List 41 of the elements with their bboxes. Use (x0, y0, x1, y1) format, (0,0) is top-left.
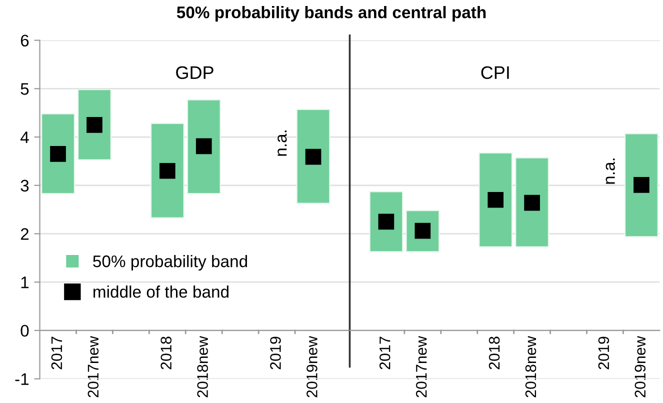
bar (150, 122, 184, 218)
x-tick-label: 2017new (416, 336, 427, 398)
y-tick-label: 6 (20, 34, 29, 47)
x-tick-label: 2017new (88, 336, 99, 398)
text: CPI (481, 66, 509, 79)
x-tick-label: 2017 (379, 336, 390, 370)
x-tick-label: 2018new (197, 336, 208, 398)
x-tick-label: 2019new (306, 336, 318, 398)
bar (296, 108, 330, 204)
point (305, 148, 322, 165)
legend-label: 50% probability band (93, 254, 247, 271)
y-tick-label: 1 (21, 276, 29, 288)
bar (478, 152, 513, 248)
y-tick-label: -1 (15, 373, 29, 385)
chart-title: 50% probability bands and central path (176, 6, 486, 22)
point (524, 194, 540, 211)
bar (186, 99, 221, 194)
y-tick-label: 0 (20, 324, 29, 337)
x-tick-label: 2017 (51, 336, 62, 370)
point (86, 117, 102, 133)
x-tick-label: 2019 (270, 336, 281, 370)
point (50, 146, 66, 162)
x-tick-label: 2018 (488, 336, 500, 370)
y-tick-label: 4 (20, 132, 29, 144)
x-tick-label: 2018 (160, 336, 172, 370)
y-tick-label: 2 (20, 228, 29, 240)
point (159, 162, 176, 179)
bar (624, 133, 658, 238)
annotation: n.a. (278, 130, 287, 156)
point (634, 176, 650, 193)
text: GDP (176, 66, 214, 79)
x-tick-label: 2018new (525, 336, 536, 398)
x-tick-label: 2019 (598, 336, 610, 370)
bar (515, 157, 550, 248)
point (488, 192, 504, 208)
y-tick-label: 3 (20, 180, 29, 192)
y-tick-label: 5 (20, 83, 29, 95)
x-tick-label: 2019new (634, 336, 646, 398)
annotation: n.a. (606, 158, 615, 184)
point (196, 138, 212, 154)
legend-label: middle of the band (94, 286, 228, 298)
